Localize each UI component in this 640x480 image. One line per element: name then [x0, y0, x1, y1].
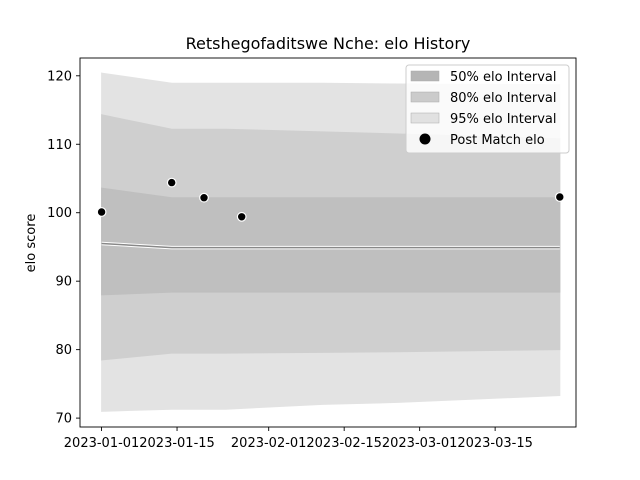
legend-swatch — [410, 70, 440, 82]
legend: 50% elo Interval 80% elo Interval 95% elo … — [405, 64, 570, 154]
post-match-point — [554, 192, 565, 202]
x-tick-label: 2023-02-15 — [306, 436, 382, 451]
post-match-point — [96, 207, 107, 217]
y-tick-label: 90 — [55, 275, 72, 290]
legend-label: Post Match elo — [450, 133, 545, 148]
interval-band-50-percent — [101, 187, 561, 296]
x-tick-label: 2023-01-01 — [64, 436, 140, 451]
y-axis: 70 80 90 100 110 120 — [47, 69, 80, 427]
post-match-point — [199, 192, 209, 203]
x-axis: 2023-01-01 2023-01-15 2023-02-01 2023-02-15… — [64, 427, 533, 451]
y-axis-label: elo score — [24, 214, 39, 273]
legend-swatch — [410, 91, 440, 103]
x-tick-label: 2023-03-01 — [382, 436, 458, 451]
y-tick-label: 80 — [55, 343, 72, 358]
y-tick-label: 120 — [47, 69, 72, 84]
post-match-point — [236, 211, 247, 222]
y-tick-label: 100 — [47, 206, 72, 221]
legend-box — [405, 64, 570, 154]
post-match-point — [166, 177, 177, 188]
axes-frame — [79, 57, 577, 428]
x-tick-label: 2023-03-15 — [457, 436, 533, 451]
y-tick-label: 110 — [47, 138, 72, 153]
mean-elo-line — [101, 242, 560, 249]
legend-swatch — [410, 112, 440, 124]
chart-title: Retshegofaditswe Nche: elo History — [186, 34, 471, 53]
legend-label: 80% elo Interval — [450, 91, 557, 106]
y-tick-label: 70 — [55, 412, 72, 427]
legend-label: 50% elo Interval — [450, 70, 557, 85]
x-tick-label: 2023-01-15 — [139, 436, 215, 451]
legend-marker — [419, 133, 431, 145]
legend-label: 95% elo Interval — [450, 112, 557, 127]
plot-area — [79, 57, 577, 428]
x-tick-label: 2023-02-01 — [231, 436, 307, 451]
